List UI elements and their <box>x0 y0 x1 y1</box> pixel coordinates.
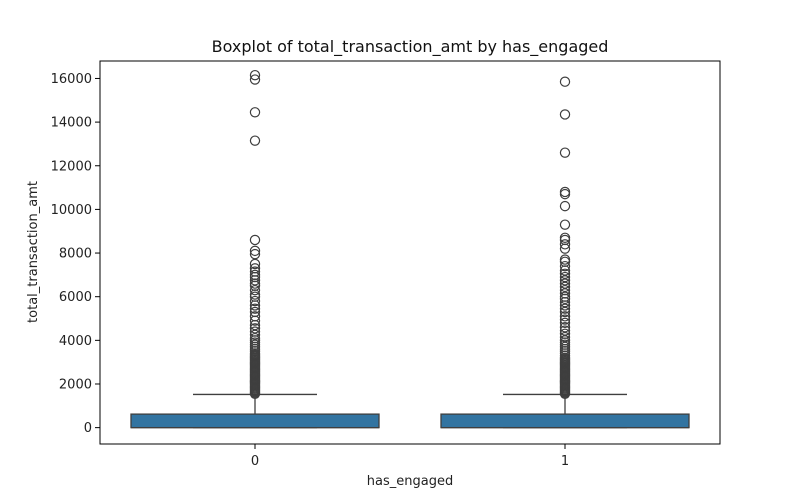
outlier-point <box>559 232 571 243</box>
x-axis-label: has_engaged <box>367 474 453 489</box>
outlier-point <box>559 186 571 198</box>
outlier-point <box>559 147 571 158</box>
outlier-point <box>559 311 571 322</box>
chart-title: Boxplot of total_transaction_amt by has_… <box>212 37 609 57</box>
outlier-point <box>559 239 571 250</box>
outlier-point <box>249 303 261 314</box>
y-tick-label: 16000 <box>51 72 92 87</box>
box-group-1 <box>440 76 690 429</box>
outlier-point <box>559 288 571 299</box>
outlier-point <box>249 245 261 257</box>
y-tick-label: 8000 <box>59 247 92 262</box>
outlier-point <box>559 278 571 289</box>
outlier-point <box>559 322 571 333</box>
outlier-point <box>249 107 261 118</box>
outlier-point <box>249 306 261 318</box>
outlier-point <box>249 258 261 270</box>
outlier-point <box>249 326 261 337</box>
y-axis-label: total_transaction_amt <box>26 181 41 323</box>
outlier-point <box>559 303 571 314</box>
outlier-point <box>249 295 261 307</box>
plot-frame <box>99 60 721 445</box>
outlier-point <box>249 135 261 146</box>
outlier-point <box>559 335 571 346</box>
outlier-point <box>249 323 261 334</box>
y-tick-label: 10000 <box>51 203 92 218</box>
outlier-point <box>249 248 261 260</box>
outlier-point <box>249 234 261 246</box>
y-tick-label: 2000 <box>59 377 92 392</box>
outlier-point <box>559 306 571 318</box>
x-tick-label: 0 <box>251 454 259 469</box>
outlier-point <box>249 329 261 341</box>
outlier-point <box>249 263 261 274</box>
outlier-point <box>559 76 571 87</box>
outlier-point <box>559 219 571 230</box>
outlier-point <box>559 260 571 272</box>
outlier-point <box>559 281 571 293</box>
outlier-point <box>249 269 261 281</box>
outlier-point <box>559 331 571 343</box>
box-group-0 <box>130 69 380 429</box>
outlier-point <box>559 328 571 339</box>
outlier-point <box>559 268 571 279</box>
boxes-layer <box>130 69 690 429</box>
outlier-point <box>559 284 571 296</box>
outlier-point <box>249 266 261 277</box>
outlier-point <box>559 254 571 265</box>
outlier-point <box>559 200 571 212</box>
outlier-point <box>249 311 261 322</box>
y-axis: 0 2000 4000 6000 8000 10000 12000 14000 16000 <box>51 72 100 436</box>
outlier-point <box>559 109 571 120</box>
outlier-point <box>249 69 261 81</box>
iqr-box <box>130 413 380 429</box>
outlier-point <box>249 74 261 85</box>
y-tick-label: 12000 <box>51 159 92 174</box>
y-tick-label: 6000 <box>59 290 92 305</box>
outlier-point <box>249 332 261 344</box>
outlier-point <box>559 314 571 325</box>
x-tick-label: 1 <box>561 454 569 469</box>
outlier-point <box>559 275 571 286</box>
y-tick-label: 0 <box>84 421 92 436</box>
outlier-point <box>559 325 571 336</box>
outlier-point <box>559 317 571 329</box>
outlier-point <box>559 271 571 283</box>
outlier-point <box>249 284 261 296</box>
y-tick-label: 4000 <box>59 334 92 349</box>
outlier-point <box>559 291 571 302</box>
y-tick-label: 14000 <box>51 116 92 131</box>
iqr-box <box>440 413 690 429</box>
